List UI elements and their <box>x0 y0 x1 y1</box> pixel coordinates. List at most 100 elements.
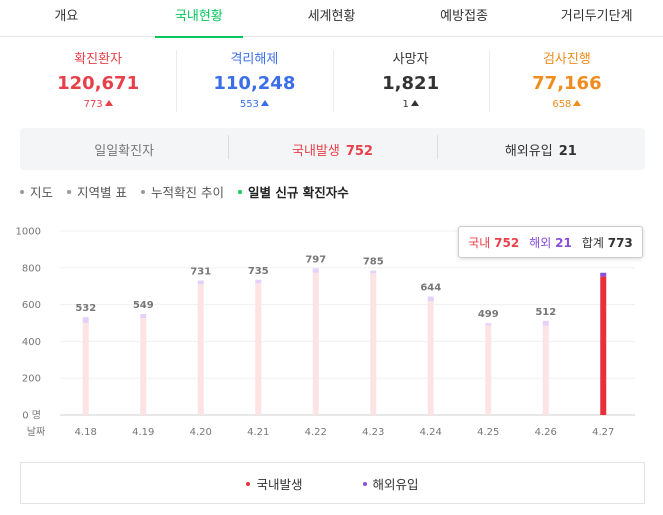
stat-deaths: 사망자 1,821 1 <box>332 40 489 122</box>
legend-dot-icon <box>362 481 367 486</box>
menu-item-map[interactable]: 지도 <box>20 182 53 200</box>
bar-domestic <box>82 323 89 415</box>
bullet-icon <box>237 190 242 194</box>
x-tick-label: 4.25 <box>477 427 499 438</box>
bar-domestic <box>370 273 377 415</box>
menu-item-label: 지역별 표 <box>77 185 127 200</box>
bar-domestic <box>485 325 492 415</box>
bar-overseas <box>542 320 549 326</box>
menu-item-cumulative-trend[interactable]: 누적확진 추이 <box>141 182 224 200</box>
x-tick-label: 4.24 <box>420 427 442 438</box>
legend-dot-icon <box>246 481 251 486</box>
tooltip-domestic: 국내 752 <box>468 234 519 251</box>
bar-value-label: 512 <box>535 307 556 318</box>
bar-overseas <box>255 279 262 284</box>
stat-delta: 553 <box>176 98 332 112</box>
y-tick-label: 800 <box>22 263 41 274</box>
stat-value: 77,166 <box>532 73 602 94</box>
bar-overseas <box>312 268 319 273</box>
stat-delta: 1 <box>333 98 489 112</box>
legend-label: 해외유입 <box>372 476 419 492</box>
bar-value-label: 731 <box>190 266 211 277</box>
tooltip-overseas-value: 21 <box>555 235 572 250</box>
stat-delta: 773 <box>20 98 176 112</box>
x-tick-label: 4.20 <box>190 427 212 438</box>
bar-domestic <box>312 272 319 415</box>
bar-value-label: 499 <box>478 309 499 320</box>
menu-item-region-table[interactable]: 지역별 표 <box>67 182 127 200</box>
daily-domestic-label: 국내발생 <box>292 143 340 159</box>
y-tick-label: 200 <box>22 374 41 385</box>
stat-delta-value: 773 <box>83 99 103 110</box>
bar-value-label: 797 <box>305 254 326 265</box>
bar-overseas <box>370 270 377 274</box>
chart-tooltip: 국내 752 해외 21 합계 773 <box>458 226 643 258</box>
daily-confirmed-label: 일일확진자 <box>94 143 155 159</box>
tab-distancing[interactable]: 거리두기단계 <box>560 9 633 24</box>
y-tick-label: 600 <box>22 300 41 311</box>
bullet-icon <box>20 190 24 194</box>
stat-testing: 검사진행 77,166 658 <box>488 40 645 122</box>
bar-overseas <box>600 272 607 277</box>
x-tick-label: 4.18 <box>75 427 97 438</box>
tooltip-overseas: 해외 21 <box>529 234 572 251</box>
legend-item-overseas[interactable]: 해외유입 <box>362 474 419 493</box>
tab-overview[interactable]: 개요 <box>54 9 79 24</box>
bar-overseas <box>197 280 204 285</box>
bar-domestic <box>427 301 434 415</box>
chart-legend: 국내발생 해외유입 <box>20 462 645 504</box>
bar-value-label: 644 <box>420 283 441 294</box>
stat-label: 확진환자 <box>74 52 123 67</box>
bar-domestic <box>600 276 607 415</box>
legend-label: 국내발생 <box>256 476 303 492</box>
tab-world[interactable]: 세계현황 <box>307 9 356 24</box>
summary-stats: 확진환자 120,671 773 격리해제 110,248 553 사망자 1,… <box>20 40 645 122</box>
y-tick-label: 0 명 <box>22 410 41 422</box>
x-tick-label: 4.19 <box>132 427 154 438</box>
up-arrow-icon <box>260 100 269 106</box>
up-arrow-icon <box>573 100 582 106</box>
x-tick-label: 4.22 <box>305 427 327 438</box>
daily-domestic: 국내발생 752 <box>228 134 436 159</box>
daily-domestic-value: 752 <box>345 143 373 159</box>
bar-value-label: 549 <box>133 300 154 311</box>
bar-domestic <box>542 325 549 415</box>
bar-value-label: 785 <box>363 257 384 268</box>
x-tick-label: 4.23 <box>362 427 384 438</box>
stat-value: 120,671 <box>57 73 140 94</box>
bullet-icon <box>141 190 145 194</box>
stat-label: 격리해제 <box>230 52 279 67</box>
bar-overseas <box>427 296 434 302</box>
bar-domestic <box>197 284 204 415</box>
legend-item-domestic[interactable]: 국내발생 <box>246 474 303 493</box>
menu-item-label: 지도 <box>30 185 54 200</box>
tab-vaccination[interactable]: 예방접종 <box>440 9 488 24</box>
menu-item-daily-new[interactable]: 일별 신규 확진자수 <box>237 182 349 200</box>
tooltip-total-label: 합계 <box>581 235 604 250</box>
bar-value-label: 532 <box>75 303 96 314</box>
daily-overseas-value: 21 <box>558 143 577 159</box>
tooltip-overseas-label: 해외 <box>529 235 552 250</box>
tab-bar: 개요 국내현황 세계현황 예방접종 거리두기단계 <box>0 0 663 38</box>
up-arrow-icon <box>410 100 419 106</box>
tooltip-total-value: 773 <box>607 235 633 250</box>
stat-value: 110,248 <box>213 73 296 94</box>
menu-item-label: 누적확진 추이 <box>151 185 224 200</box>
stat-delta-value: 553 <box>239 99 259 110</box>
daily-confirmed-box: 일일확진자 국내발생 752 해외유입 21 <box>20 128 645 170</box>
tooltip-domestic-value: 752 <box>494 235 520 250</box>
menu-item-label: 일별 신규 확진자수 <box>247 185 349 200</box>
tooltip-domestic-label: 국내 <box>468 235 491 250</box>
x-tick-label: 4.26 <box>535 427 557 438</box>
daily-overseas: 해외유입 21 <box>436 134 645 159</box>
tooltip-total: 합계 773 <box>582 234 633 251</box>
bar-domestic <box>140 318 147 415</box>
bullet-icon <box>67 190 72 194</box>
stat-value: 1,821 <box>382 73 440 94</box>
stat-delta: 658 <box>489 98 645 112</box>
stat-delta-value: 658 <box>552 99 572 110</box>
bar-overseas <box>485 323 492 326</box>
bar-value-label: 735 <box>248 266 269 277</box>
stat-released: 격리해제 110,248 553 <box>176 40 332 122</box>
tab-domestic[interactable]: 국내현황 <box>133 0 266 38</box>
